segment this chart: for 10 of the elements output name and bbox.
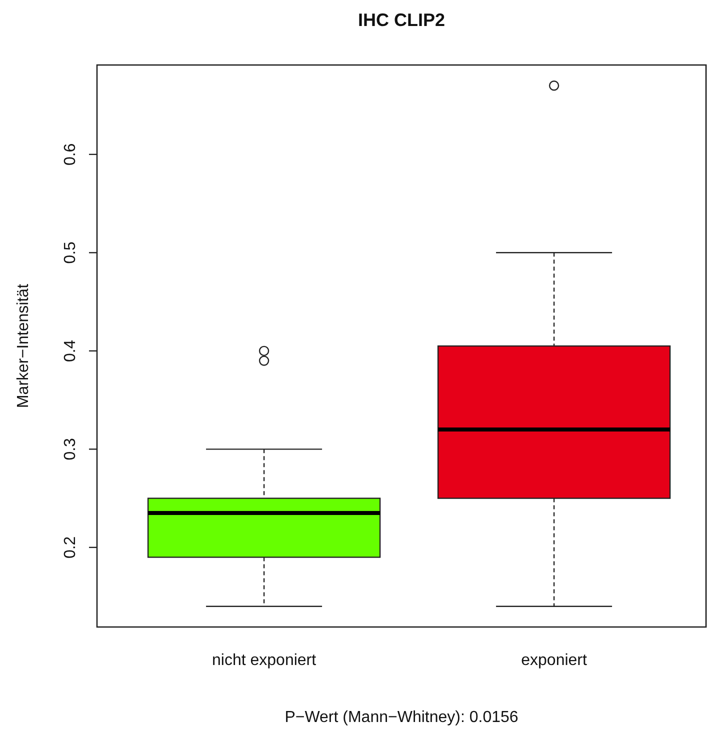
y-tick-label: 0.5 <box>62 241 79 264</box>
x-axis-title: P−Wert (Mann−Whitney): 0.0156 <box>284 709 518 726</box>
y-tick-label: 0.4 <box>62 340 79 362</box>
x-tick-label: exponiert <box>521 652 588 669</box>
chart-title: IHC CLIP2 <box>358 10 446 30</box>
y-tick-label: 0.3 <box>62 438 79 460</box>
y-tick-label: 0.6 <box>62 143 79 166</box>
y-tick-label: 0.2 <box>62 536 79 559</box>
x-tick-label: nicht exponiert <box>212 652 317 669</box>
y-axis-title: Marker−Intensität <box>15 283 32 408</box>
